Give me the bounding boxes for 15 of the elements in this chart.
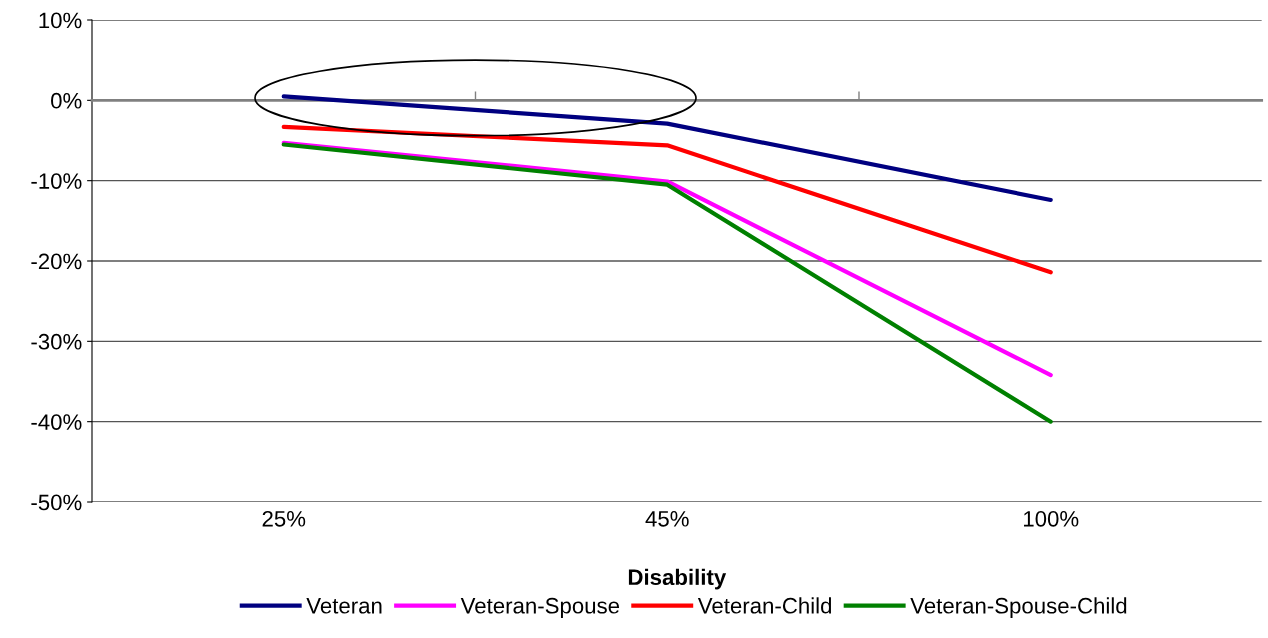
y-tick-label: 10% (39, 12, 82, 29)
y-tick-label: -10% (31, 173, 82, 189)
legend-label: Veteran-Spouse (460, 597, 620, 618)
y-tick-label: -50% (31, 494, 82, 511)
y-tick-label: -40% (31, 414, 82, 430)
y-tick-label: 0% (51, 92, 82, 109)
x-axis-title: Disability (628, 568, 727, 590)
x-tick-label: 25% (262, 510, 306, 527)
y-tick-label: -20% (31, 253, 82, 270)
y-tick-label: -30% (31, 333, 82, 350)
legend-label: Veteran (306, 598, 382, 614)
x-tick-label: 100% (1024, 510, 1079, 527)
x-tick-label: 45% (645, 511, 689, 527)
legend-label: Veteran-Spouse-Child (910, 597, 1127, 618)
legend-label: Veteran-Child (697, 597, 832, 614)
